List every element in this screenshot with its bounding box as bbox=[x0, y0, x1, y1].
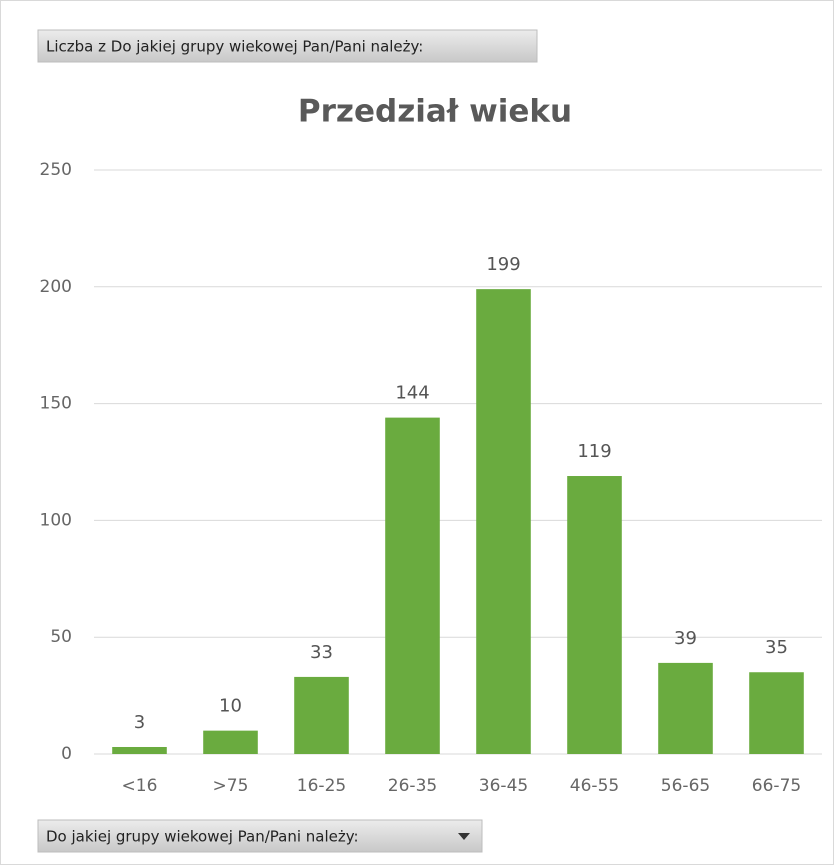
bar bbox=[294, 676, 349, 754]
x-tick-label: 56-65 bbox=[661, 776, 710, 796]
data-label: 119 bbox=[577, 441, 611, 462]
axis-field-button[interactable] bbox=[37, 819, 483, 853]
data-label: 144 bbox=[395, 383, 429, 404]
x-tick-label: <16 bbox=[122, 776, 158, 796]
x-tick-label: 46-55 bbox=[570, 776, 619, 796]
value-field-button[interactable] bbox=[37, 29, 538, 63]
bar bbox=[112, 746, 167, 754]
chart-title: Przedział wieku bbox=[298, 94, 572, 130]
bar bbox=[567, 476, 622, 754]
y-tick-label: 250 bbox=[40, 160, 72, 180]
value-field-button-label: Liczba z Do jakiej grupy wiekowej Pan/Pa… bbox=[46, 38, 423, 56]
x-tick-label: 66-75 bbox=[752, 776, 801, 796]
dropdown-arrow[interactable] bbox=[458, 833, 470, 840]
x-tick-label: 36-45 bbox=[479, 776, 528, 796]
data-label: 39 bbox=[674, 628, 697, 649]
bar bbox=[476, 289, 531, 754]
bar bbox=[203, 730, 258, 754]
axis-field-button-label: Do jakiej grupy wiekowej Pan/Pani należy… bbox=[46, 828, 359, 846]
x-tick-label: 16-25 bbox=[297, 776, 346, 796]
bar bbox=[658, 662, 713, 754]
data-label: 33 bbox=[310, 642, 333, 663]
y-tick-label: 50 bbox=[50, 627, 72, 647]
data-label: 10 bbox=[219, 696, 242, 717]
x-tick-label: >75 bbox=[213, 776, 249, 796]
x-tick-label: 26-35 bbox=[388, 776, 437, 796]
y-tick-label: 200 bbox=[40, 277, 72, 297]
bar bbox=[385, 417, 440, 754]
bar bbox=[749, 672, 804, 754]
data-label: 35 bbox=[765, 637, 788, 658]
y-tick-label: 100 bbox=[40, 510, 72, 530]
y-tick-label: 0 bbox=[61, 744, 72, 764]
data-label: 199 bbox=[486, 254, 520, 275]
data-label: 3 bbox=[134, 712, 145, 733]
y-tick-label: 150 bbox=[40, 394, 72, 414]
